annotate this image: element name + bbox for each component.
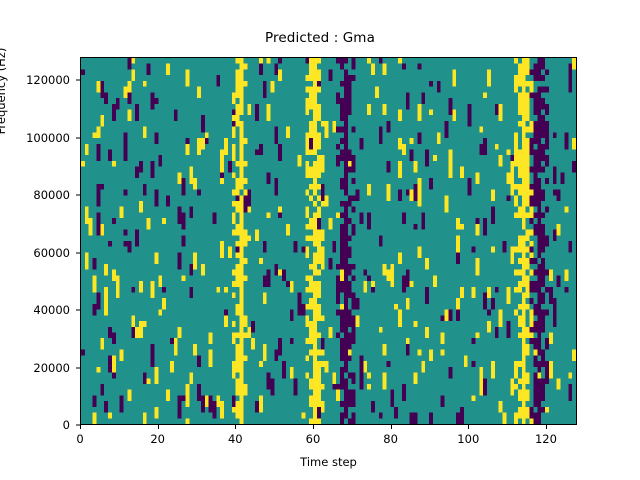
y-tick-label: 0: [62, 418, 70, 432]
x-tick-mark: [390, 425, 392, 429]
page-title: Predicted : Gma: [265, 30, 375, 46]
y-tick-label: 40000: [33, 303, 70, 317]
y-tick-label: 80000: [33, 188, 70, 202]
x-tick-label: 60: [305, 432, 321, 446]
y-tick-mark: [76, 309, 80, 311]
x-tick-mark: [80, 425, 81, 429]
y-tick-mark: [76, 367, 80, 368]
y-tick-label: 20000: [33, 360, 70, 375]
heatmap-plot-area: [80, 57, 577, 425]
y-tick-mark: [76, 194, 80, 196]
y-tick-label: 60000: [33, 245, 70, 260]
x-tick-label: 40: [227, 432, 243, 446]
x-tick-label: 20: [150, 432, 165, 446]
y-tick-mark: [76, 79, 80, 81]
y-axis-label: Frequency (Hz): [0, 47, 8, 135]
x-tick-mark: [545, 425, 547, 429]
x-axis-label: Time step: [300, 455, 357, 469]
x-tick-mark: [235, 425, 237, 429]
y-tick-label: 100000: [26, 130, 70, 145]
x-tick-mark: [312, 425, 314, 429]
x-tick-mark: [157, 425, 159, 429]
y-tick-mark: [76, 424, 80, 426]
y-tick-mark: [76, 137, 80, 138]
y-tick-label: 120000: [26, 73, 70, 87]
x-tick-label: 0: [76, 432, 84, 446]
heatmap-image: [81, 58, 576, 424]
x-tick-mark: [468, 425, 470, 429]
x-tick-label: 80: [383, 432, 398, 446]
x-tick-label: 100: [457, 432, 480, 446]
y-tick-mark: [76, 252, 80, 253]
x-tick-label: 120: [534, 432, 557, 446]
